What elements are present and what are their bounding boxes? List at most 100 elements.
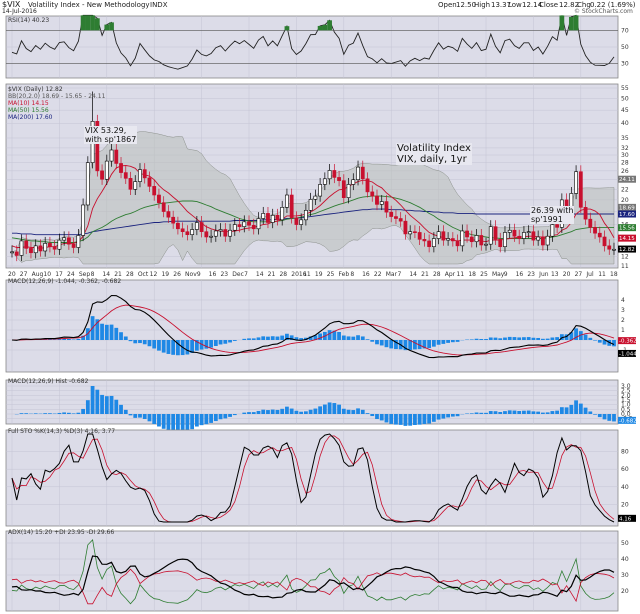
macd-marker-box <box>618 337 636 345</box>
candle-down <box>294 217 299 225</box>
candle-up <box>194 222 199 230</box>
candle-up <box>228 229 232 237</box>
bb-legend: BB(20,2.0) 18.69 - 15.65 - 24.11 <box>8 93 106 100</box>
candle-down <box>71 243 76 248</box>
candle-up <box>138 169 142 182</box>
x-axis-label: Sep <box>79 271 91 278</box>
candle-down <box>597 232 602 238</box>
x-axis-label: May <box>492 271 505 278</box>
ma50-line <box>11 195 615 243</box>
candle-down <box>602 236 607 247</box>
x-axis-label: Jul <box>585 271 594 278</box>
price-tick-label: 50 <box>621 96 629 103</box>
price-tick-label: 35 <box>621 135 629 142</box>
candle-up <box>545 235 550 246</box>
candle-up <box>446 238 450 241</box>
candle-down <box>289 194 294 219</box>
candle-up <box>10 251 14 254</box>
candle-down <box>52 246 57 250</box>
candle-down <box>398 218 403 222</box>
price-marker-box <box>618 234 636 242</box>
candle-up <box>488 226 493 245</box>
candle-down <box>417 232 422 240</box>
x-axis-label: 20 <box>8 271 16 278</box>
x-axis-label: Feb <box>339 271 350 278</box>
hist-tick-label: 3.0 <box>621 383 631 390</box>
price-marker-box <box>618 210 636 218</box>
candle-down <box>176 222 180 230</box>
candle-down <box>413 231 417 233</box>
rsi-tick-label: 30 <box>621 61 629 68</box>
candle-down <box>199 222 204 232</box>
x-axis-label: Dec <box>232 271 244 278</box>
candle-down <box>275 214 280 221</box>
candle-down <box>166 211 171 218</box>
sto-tick-label: 60 <box>621 466 629 473</box>
sto-tick-label: 40 <box>621 484 629 491</box>
price-marker-label: 15.56 <box>619 226 635 232</box>
candle-down <box>266 213 270 223</box>
candle-down <box>95 121 100 172</box>
candle-up <box>261 213 266 219</box>
ma200-legend: MA(200) 17.60 <box>8 114 53 121</box>
x-axis-label: 21 <box>268 271 276 278</box>
candle-down <box>370 191 375 197</box>
price-marker-box <box>618 203 636 211</box>
price-tick-label: 55 <box>621 85 629 92</box>
plus-di-line <box>11 538 615 605</box>
macd-tick-label: 4 <box>621 297 625 304</box>
candle-up <box>522 232 526 239</box>
candle-up <box>133 181 138 190</box>
candle-down <box>365 178 370 193</box>
price-tick-label: 22 <box>621 186 629 193</box>
hist-tick-label: 0.0 <box>621 411 631 418</box>
x-axis-label: 16 <box>209 271 217 278</box>
price-marker-box <box>618 175 636 183</box>
sto-tick-label: 80 <box>621 449 629 456</box>
chart-title-annotation: Volatility Index VIX, daily, 1yr <box>396 143 472 165</box>
ma10-legend: MA(10) 14.15 <box>8 100 49 107</box>
macd-marker-box <box>618 349 636 357</box>
candle-down <box>512 229 517 237</box>
candle-down <box>237 224 242 227</box>
candle-up <box>85 162 90 206</box>
candle-down <box>341 180 346 198</box>
candle-down <box>29 248 33 254</box>
sto-marker-box <box>618 514 636 522</box>
adx-tick-label: 50 <box>621 540 629 547</box>
hist-tick-label: 1.0 <box>621 402 631 409</box>
price-tick-label: 26 <box>621 168 629 175</box>
x-axis-label: Aug <box>32 271 44 278</box>
x-axis-label: 8 <box>91 271 95 278</box>
candle-down <box>24 240 29 249</box>
x-axis-label: 20 <box>563 271 571 278</box>
candle-up <box>299 219 304 225</box>
candle-up <box>436 231 441 239</box>
candle-down <box>157 194 161 203</box>
rsi-tick-label: 50 <box>621 44 629 51</box>
hist-marker-box <box>618 416 636 424</box>
x-axis-label: 14 <box>102 271 110 278</box>
candle-up <box>318 184 323 197</box>
candle-up <box>536 236 541 241</box>
x-axis-label: Nov <box>185 271 197 278</box>
candle-up <box>612 248 616 251</box>
candle-down <box>540 236 545 246</box>
candle-up <box>218 229 223 232</box>
price-tick-label: 20 <box>621 197 629 204</box>
x-axis-label: 7 <box>398 271 402 278</box>
sto-tick-label: 20 <box>621 501 629 508</box>
x-axis-label: 25 <box>480 271 488 278</box>
candle-down <box>583 207 588 220</box>
candle-up <box>104 160 109 180</box>
candle-down <box>332 170 337 178</box>
candle-down <box>593 227 597 234</box>
watermark: © StockCharts.com <box>574 8 633 15</box>
ma10-line <box>11 165 615 249</box>
candle-up <box>313 195 318 200</box>
x-axis-label: 21 <box>114 271 122 278</box>
open-value: 12.50 <box>456 1 477 9</box>
price-tick-label: 28 <box>621 160 629 167</box>
price-tick-label: 32 <box>621 145 629 152</box>
